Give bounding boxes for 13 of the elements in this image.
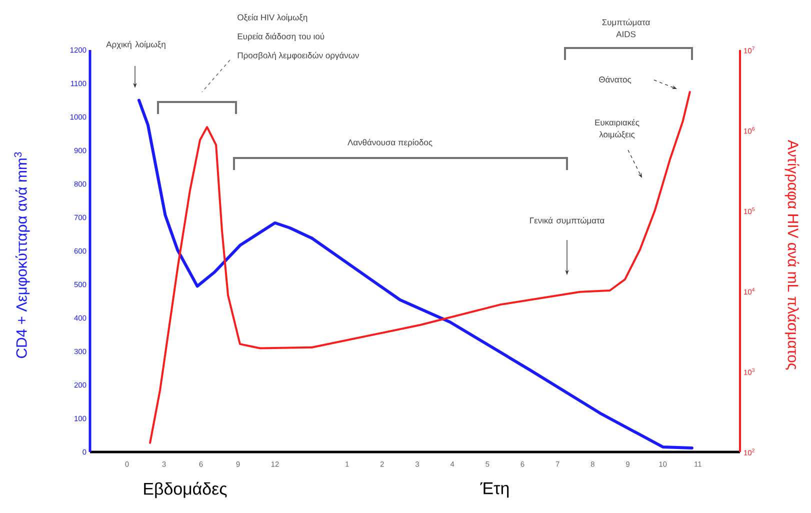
annotation: Ευκαιριακές λοιμώξεις	[595, 119, 640, 139]
annotation: Προσβολή λεμφοειδών οργάνων	[238, 52, 359, 60]
annotation: Λανθάνουσα περίοδος	[348, 138, 432, 148]
text: Συμπτώματα AIDS	[602, 18, 650, 38]
text: Οξεία HIV λοίμωξη	[238, 14, 308, 22]
y2-axis-title: Αντίγραφα HIV ανά mL πλάσματος	[784, 140, 800, 370]
annotation: Θάνατος	[599, 76, 632, 84]
text: Αρχική λοίμωξη	[106, 40, 166, 50]
x-axis-title: Εβδομάδες	[144, 482, 227, 498]
x-axis-title: Έτη	[480, 482, 509, 498]
text: Ευρεία διάδοση του ιού	[238, 32, 324, 42]
annotation: Γενικά συμπτώματα	[530, 217, 604, 225]
y-axis-title: CD4 + Λεμφοκύτταρα ανά mm$^{3}$	[14, 152, 30, 358]
